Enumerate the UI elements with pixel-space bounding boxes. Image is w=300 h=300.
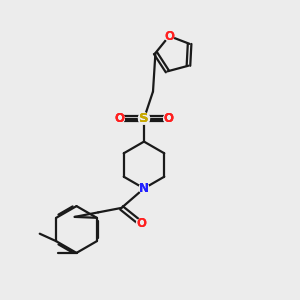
Text: S: S — [139, 112, 149, 125]
Circle shape — [164, 114, 173, 123]
Circle shape — [139, 184, 149, 193]
Circle shape — [139, 184, 149, 193]
Circle shape — [164, 114, 173, 123]
Text: O: O — [114, 112, 124, 125]
Circle shape — [165, 32, 174, 40]
Circle shape — [164, 114, 173, 123]
Circle shape — [136, 219, 146, 228]
Text: O: O — [114, 112, 124, 125]
Text: O: O — [164, 29, 174, 43]
Text: S: S — [139, 112, 149, 125]
Text: O: O — [164, 112, 174, 125]
Text: O: O — [164, 112, 174, 125]
Circle shape — [115, 114, 124, 123]
Text: N: N — [139, 182, 149, 195]
Text: N: N — [139, 182, 149, 195]
Text: S: S — [139, 112, 149, 125]
Circle shape — [136, 219, 146, 228]
Circle shape — [139, 113, 149, 124]
Text: O: O — [136, 217, 146, 230]
Circle shape — [115, 114, 124, 123]
Circle shape — [139, 113, 149, 124]
Circle shape — [165, 32, 174, 40]
Text: O: O — [114, 112, 124, 125]
Text: O: O — [164, 29, 174, 43]
Text: O: O — [164, 112, 174, 125]
Circle shape — [139, 113, 149, 124]
Circle shape — [115, 114, 124, 123]
Text: O: O — [136, 217, 146, 230]
